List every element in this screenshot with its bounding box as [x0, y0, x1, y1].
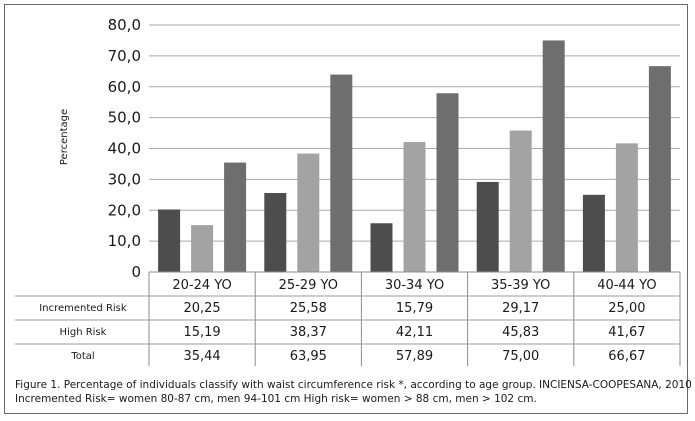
caption-line-1: Figure 1. Percentage of individuals clas… [15, 379, 695, 391]
category-label: 30-34 YO [385, 278, 444, 293]
y-tick-label: 60,0 [108, 78, 141, 96]
series-label: Incremented Risk [39, 303, 127, 314]
bar [158, 209, 181, 272]
y-tick-label: 30,0 [108, 170, 141, 188]
bar [615, 143, 638, 272]
data-table: 20-24 YO 25-29 YO 30-34 YO 35-39 YO 40-44 YO… [15, 271, 681, 366]
data-label: 20,25 [183, 301, 220, 316]
data-label: 25,00 [608, 301, 645, 316]
y-axis-ticks: 0 10,0 20,0 30,0 40,0 50,0 60,0 70,0 80,0 [108, 16, 141, 281]
data-label: 66,67 [608, 349, 645, 364]
category-label: 40-44 YO [597, 278, 656, 293]
data-label: 29,17 [502, 301, 539, 316]
bar-chart: 0 10,0 20,0 30,0 40,0 50,0 60,0 70,0 80,0 20-24 … [15, 16, 681, 366]
bar [330, 74, 353, 272]
category-label: 25-29 YO [279, 278, 338, 293]
bar [264, 193, 287, 272]
y-tick-label: 40,0 [108, 140, 141, 158]
series-label: High Risk [60, 327, 107, 338]
y-tick-label: 50,0 [108, 109, 141, 127]
data-label: 15,79 [396, 301, 433, 316]
bar [436, 93, 459, 273]
bar [582, 194, 605, 272]
series-label: Total [70, 351, 94, 362]
data-label: 75,00 [502, 349, 539, 364]
y-tick-label: 0 [131, 263, 141, 281]
y-axis-label: Percentage [59, 109, 70, 165]
data-label: 41,67 [608, 325, 645, 340]
figure-caption: Figure 1. Percentage of individuals clas… [15, 378, 695, 406]
bar [370, 223, 393, 272]
y-tick-label: 70,0 [108, 47, 141, 65]
figure-frame: 0 10,0 20,0 30,0 40,0 50,0 60,0 70,0 80,0 20-24 … [4, 4, 695, 414]
category-label: 20-24 YO [172, 278, 231, 293]
data-label: 42,11 [396, 325, 433, 340]
bar [509, 130, 532, 272]
data-label: 57,89 [396, 349, 433, 364]
data-label: 38,37 [290, 325, 327, 340]
y-tick-label: 10,0 [108, 232, 141, 250]
data-label: 15,19 [183, 325, 220, 340]
bar [542, 40, 565, 272]
bar [403, 141, 426, 272]
bar [191, 225, 214, 272]
data-label: 45,83 [502, 325, 539, 340]
caption-line-2: Incremented Risk= women 80-87 cm, men 94… [15, 393, 537, 405]
bar [476, 181, 499, 272]
data-label: 25,58 [290, 301, 327, 316]
y-tick-label: 20,0 [108, 201, 141, 219]
data-label: 63,95 [290, 349, 327, 364]
data-label: 35,44 [183, 349, 220, 364]
bar [297, 153, 320, 272]
bar [648, 66, 671, 272]
category-label: 35-39 YO [491, 278, 550, 293]
bar [224, 162, 247, 272]
bars [158, 40, 671, 273]
y-tick-label: 80,0 [108, 16, 141, 34]
